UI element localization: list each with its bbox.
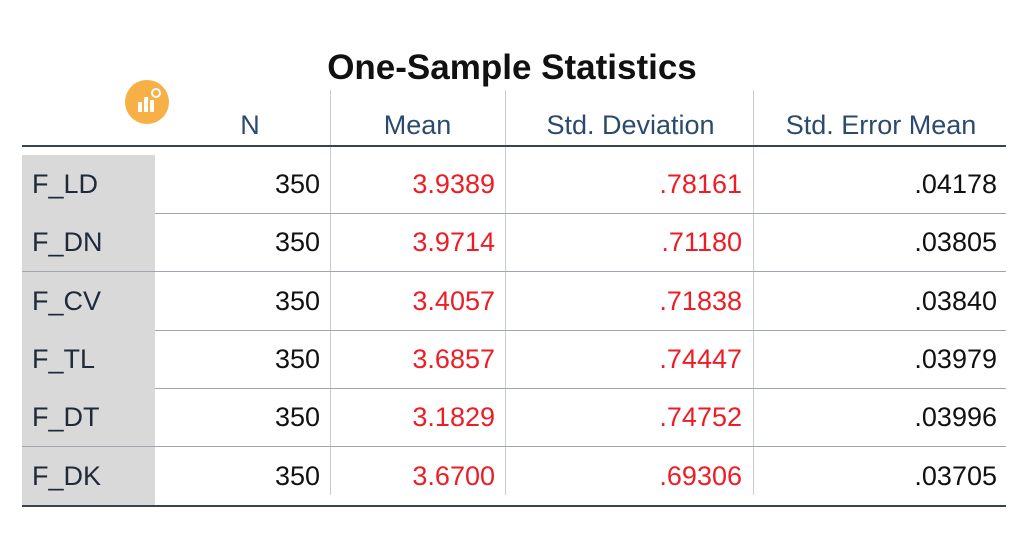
row-label: F_DN (22, 213, 155, 272)
row-rule (22, 387, 1006, 389)
cell-value: 350 (274, 402, 320, 433)
row-label: F_DT (22, 388, 155, 447)
cell-value: .78161 (659, 169, 742, 199)
column-divider (753, 90, 754, 495)
table-title: One-Sample Statistics (327, 48, 697, 87)
column-header: Std. Deviation (546, 110, 715, 140)
logo-glyph (138, 88, 161, 112)
cell-value: 350 (274, 460, 320, 491)
column-header: Mean (383, 110, 452, 140)
cell-value: 350 (274, 169, 320, 199)
cell-value: .03979 (914, 343, 997, 374)
cell-value: .03840 (914, 285, 997, 316)
header-rule (22, 145, 1006, 147)
cell-value: .71838 (659, 285, 742, 316)
cell-value: .03805 (914, 227, 997, 258)
cell-value: .74447 (659, 343, 742, 374)
cell-value: .74752 (659, 402, 742, 433)
cell-value: 3.6857 (412, 343, 495, 374)
row-rule (22, 271, 1006, 273)
cell-value: .03996 (914, 402, 997, 433)
cell-value: 350 (274, 227, 320, 258)
row-rule (22, 446, 1006, 448)
cell-value: .69306 (659, 460, 742, 491)
column-header: N (240, 110, 260, 140)
row-label: F_LD (22, 155, 155, 213)
cell-value: 3.9389 (412, 169, 495, 199)
column-divider (330, 90, 331, 495)
column-header: Std. Error Mean (785, 110, 977, 140)
row-rule (22, 213, 1006, 214)
row-label: F_CV (22, 271, 155, 330)
cell-value: 3.6700 (412, 460, 495, 491)
row-label: F_DK (22, 446, 155, 505)
cell-value: .03705 (914, 460, 997, 491)
cell-value: 350 (274, 343, 320, 374)
row-rule (22, 329, 1006, 331)
cell-value: .71180 (661, 227, 742, 258)
cell-value: 3.9714 (412, 227, 495, 258)
column-divider (505, 90, 506, 495)
bottom-rule (22, 504, 1006, 507)
logo-icon (125, 80, 169, 124)
cell-value: 3.1829 (412, 402, 495, 433)
row-label: F_TL (22, 329, 155, 388)
cell-value: .04178 (914, 169, 997, 199)
cell-value: 350 (274, 285, 320, 316)
cell-value: 3.4057 (412, 285, 495, 316)
